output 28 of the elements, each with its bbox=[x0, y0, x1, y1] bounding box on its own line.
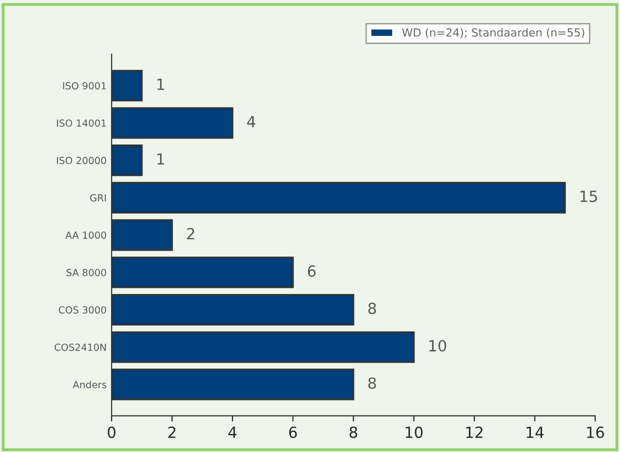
y-tick-label: GRI bbox=[90, 194, 106, 202]
y-tick-label: Anders bbox=[72, 380, 106, 388]
y-tick-label: SA 8000 bbox=[66, 268, 106, 276]
x-tick-label: 16 bbox=[587, 426, 604, 438]
data-label: 4 bbox=[247, 116, 256, 128]
y-tick-label: ISO 14001 bbox=[56, 119, 106, 127]
legend-label: WD (n=24); Standaarden (n=55) bbox=[402, 28, 584, 38]
x-tick-label: 0 bbox=[108, 426, 116, 438]
y-tick-label: ISO 9001 bbox=[63, 82, 106, 90]
data-label: 8 bbox=[368, 377, 376, 389]
y-tick-label: COS2410N bbox=[54, 344, 106, 351]
data-label: 10 bbox=[429, 340, 446, 352]
y-tick-label: AA 1000 bbox=[65, 232, 106, 239]
x-tick-label: 12 bbox=[466, 426, 482, 438]
data-label: 1 bbox=[157, 78, 164, 90]
x-tick-label: 14 bbox=[526, 426, 544, 438]
data-label: 2 bbox=[187, 228, 194, 240]
data-label: 15 bbox=[580, 190, 597, 202]
x-tick-label: 2 bbox=[168, 426, 176, 438]
data-label: 1 bbox=[157, 153, 164, 165]
data-label: 6 bbox=[308, 265, 316, 277]
x-tick-label: 4 bbox=[228, 426, 237, 438]
x-tick-label: 10 bbox=[406, 426, 423, 438]
x-tick-label: 6 bbox=[289, 426, 297, 438]
x-tick-label: 8 bbox=[350, 426, 358, 438]
y-tick-label: COS 3000 bbox=[58, 306, 106, 314]
data-label: 8 bbox=[368, 302, 376, 314]
y-tick-label: ISO 20000 bbox=[56, 156, 106, 164]
